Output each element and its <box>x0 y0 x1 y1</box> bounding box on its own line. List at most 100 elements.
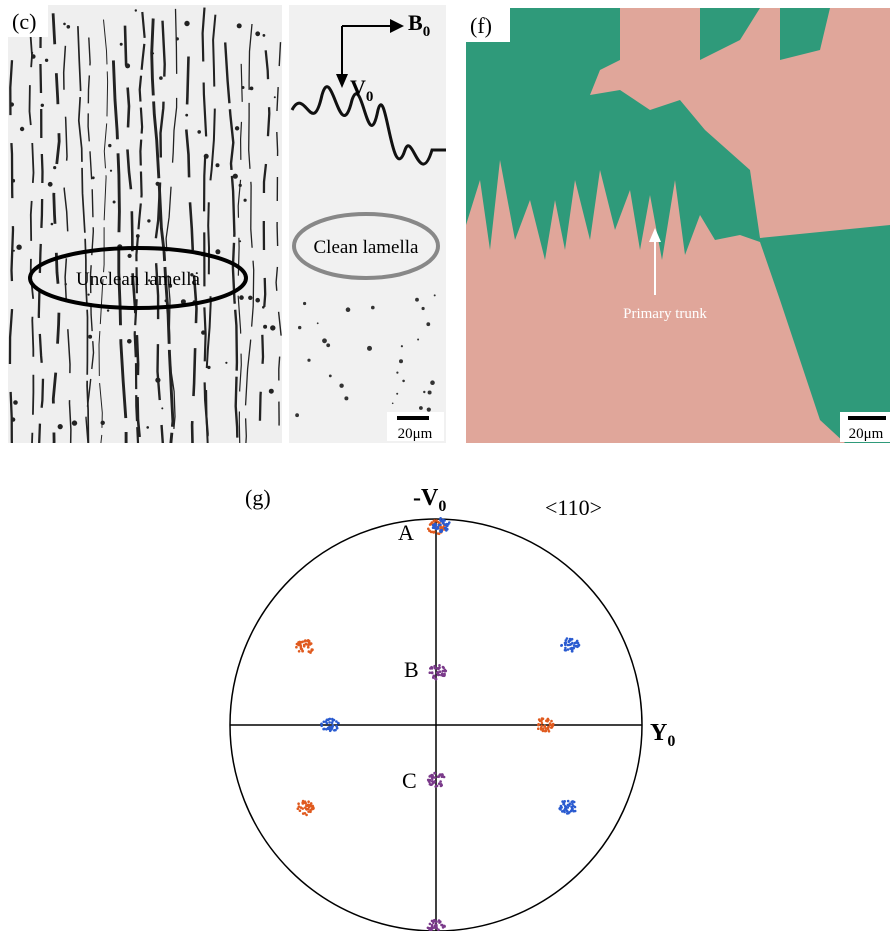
pole-dot <box>433 918 436 922</box>
particle <box>161 407 164 410</box>
pole-dot <box>566 648 570 651</box>
particle <box>399 359 403 364</box>
pole-dot <box>547 730 551 733</box>
pole-dot <box>433 776 437 779</box>
particle <box>71 420 78 426</box>
pole-dot <box>308 642 311 646</box>
dendrite <box>111 60 128 443</box>
particle <box>57 424 63 430</box>
pole-dot <box>306 639 309 643</box>
pole-dot <box>550 723 553 727</box>
scale-label: 20μm <box>849 426 884 442</box>
particle <box>417 338 420 341</box>
pole-dot <box>568 802 572 805</box>
pole-dot <box>542 727 545 731</box>
particle <box>421 306 425 311</box>
pole-dot <box>301 640 304 644</box>
dendrite <box>204 14 217 443</box>
particle <box>125 63 131 69</box>
pole-dot <box>335 726 339 730</box>
pole-dot <box>325 728 328 731</box>
dendrite <box>184 56 198 443</box>
pole-dot <box>300 647 304 651</box>
particle <box>316 322 319 325</box>
particle <box>345 307 351 313</box>
dendrite <box>8 60 15 443</box>
particle <box>433 294 436 297</box>
particle <box>207 365 211 370</box>
particle <box>201 330 206 335</box>
particle <box>100 420 105 425</box>
phase-map <box>466 8 890 443</box>
pole-dot <box>437 523 441 527</box>
subscript: 0 <box>438 498 446 515</box>
pole-dot <box>303 812 307 815</box>
pole-dot <box>435 924 438 928</box>
pole-dot <box>562 802 565 806</box>
particle <box>87 293 90 296</box>
particle <box>40 103 44 108</box>
particle <box>426 407 431 412</box>
pole-dot <box>435 519 438 522</box>
panel-label: (f) <box>470 13 492 38</box>
dendrite <box>28 27 35 443</box>
pole-dot <box>444 526 448 530</box>
symbol: B <box>408 10 423 35</box>
pole-dot <box>563 800 566 803</box>
particle <box>180 299 186 305</box>
axis-label: B0 <box>408 10 430 40</box>
label-box <box>466 8 510 42</box>
dendrite <box>51 13 61 443</box>
pole-dot <box>433 524 437 528</box>
pole-dot <box>541 729 545 733</box>
pole-dot <box>443 925 446 928</box>
pole-dot <box>307 810 310 813</box>
pole-dot <box>550 719 553 723</box>
pole-dot <box>440 672 444 675</box>
pole-dot <box>322 720 326 724</box>
particle <box>109 169 113 172</box>
scale-bar <box>848 416 886 420</box>
pole-dot <box>320 722 323 726</box>
dendrite <box>133 11 146 443</box>
dendrite <box>85 37 95 443</box>
pole-dot <box>305 813 308 817</box>
symbol: V <box>350 75 366 100</box>
pole-dot <box>570 649 574 653</box>
particle <box>88 334 93 339</box>
pole-dot <box>330 721 334 724</box>
dendrite <box>224 42 239 443</box>
particle <box>419 406 423 410</box>
pole-dot <box>331 724 335 727</box>
pole-dot <box>430 783 434 786</box>
pole-dot <box>575 644 579 648</box>
pole-dot <box>439 517 442 520</box>
particle <box>184 20 190 27</box>
particle <box>159 76 163 80</box>
pole-dot <box>428 775 432 778</box>
pole-dot <box>433 519 436 522</box>
particle <box>426 322 431 327</box>
pole-dot <box>537 722 540 726</box>
pole-dot <box>545 719 548 723</box>
panel-label: (c) <box>12 9 36 34</box>
pole-spots <box>295 517 581 931</box>
pole-dot <box>433 666 437 670</box>
dendrite <box>123 25 142 443</box>
particle <box>241 86 245 89</box>
arrow-head <box>649 228 661 242</box>
pole-dot <box>301 799 305 803</box>
pole-dot <box>564 639 568 642</box>
particle <box>19 126 25 132</box>
pole-dot <box>430 923 434 927</box>
subscript: 0 <box>423 24 431 40</box>
pole-dot <box>430 671 434 674</box>
scale-label: 20μm <box>398 426 433 442</box>
pole-dot <box>437 782 441 785</box>
pole-dot <box>428 529 432 533</box>
pole-dot <box>435 784 439 788</box>
label-box <box>8 5 48 37</box>
particle <box>273 96 276 99</box>
pole-dot <box>550 726 554 729</box>
dendrite <box>258 50 271 443</box>
